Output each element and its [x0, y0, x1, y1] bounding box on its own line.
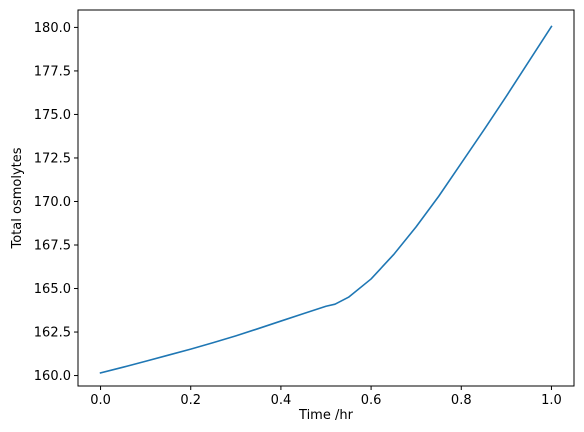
- y-tick-label: 165.0: [34, 282, 71, 297]
- x-tick-label: 0.0: [90, 393, 111, 408]
- series-line-0: [99, 25, 553, 374]
- y-tick-label: 175.0: [34, 108, 71, 123]
- y-tick-label: 160.0: [34, 369, 71, 384]
- y-tick-label: 177.5: [34, 64, 71, 79]
- y-axis-label: Total osmolytes: [10, 147, 25, 249]
- x-tick-label: 1.0: [541, 393, 562, 408]
- axes-frame: [77, 9, 575, 387]
- y-tick-label: 162.5: [34, 326, 71, 341]
- y-tick-label: 170.0: [34, 195, 71, 210]
- x-tick-label: 0.8: [451, 393, 472, 408]
- x-tick-label: 0.4: [271, 393, 292, 408]
- y-axis-ticks: 160.0 162.5 165.0 167.5 170.0 172.5 175.0 177.5…: [34, 21, 78, 384]
- y-tick-label: 172.5: [34, 151, 71, 166]
- plot-area: [99, 25, 553, 374]
- x-axis-label: Time /hr: [298, 408, 354, 423]
- x-tick-label: 0.6: [361, 393, 382, 408]
- x-tick-label: 0.2: [180, 393, 201, 408]
- y-tick-label: 167.5: [34, 239, 71, 254]
- x-axis-ticks: 0.0 0.2 0.4 0.6 0.8 1.0: [90, 386, 562, 408]
- y-tick-label: 180.0: [34, 21, 71, 36]
